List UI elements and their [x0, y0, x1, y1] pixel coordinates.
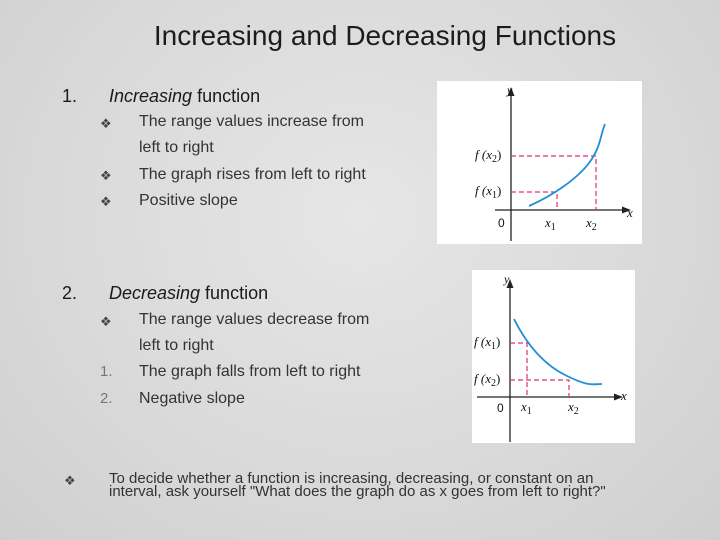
section-2-number: 2. — [62, 283, 78, 303]
x1-label: x1 — [520, 399, 532, 417]
bullet-text: The graph rises from left to right — [139, 166, 366, 183]
section-1-heading-italic: Increasing — [109, 86, 193, 106]
section-2-heading: Decreasing function — [109, 283, 268, 304]
section-1-heading-rest: function — [192, 86, 261, 106]
y-axis-label: y — [506, 83, 513, 97]
sub-number: 2. — [100, 390, 113, 407]
x2-label: x2 — [567, 399, 579, 417]
bullet-text: The range values decrease from — [139, 311, 370, 328]
x-axis-label: x — [620, 388, 627, 403]
bullet-text-continued: left to right — [139, 337, 214, 354]
x2-label: x2 — [585, 215, 597, 233]
y-axis-arrow-icon — [507, 87, 515, 96]
section-2-heading-italic: Decreasing — [109, 283, 201, 303]
footnote-line-2: interval, ask yourself "What does the gr… — [109, 483, 606, 500]
f-x2-label: f (x2) — [475, 147, 501, 165]
bullet-text: Negative slope — [139, 390, 245, 407]
f-x1-guide-line — [510, 342, 528, 397]
decreasing-function-graph: y x 0 x1 x2 f (x1) f (x2) — [472, 270, 635, 443]
origin-label: 0 — [498, 216, 505, 230]
y-axis-label: y — [503, 272, 510, 286]
footnote: To decide whether a function is increasi… — [109, 470, 606, 500]
slide-title: Increasing and Decreasing Functions — [153, 20, 617, 51]
f-x2-guide-line — [510, 379, 570, 397]
bullet-text-continued: left to right — [139, 139, 214, 156]
x1-label: x1 — [544, 215, 556, 233]
f-x2-guide-line — [511, 155, 597, 210]
section-1-number: 1. — [62, 86, 78, 106]
origin-label: 0 — [497, 401, 504, 415]
section-2-heading-rest: function — [200, 283, 269, 303]
f-x1-guide-line — [511, 191, 558, 210]
f-x1-label: f (x1) — [474, 334, 500, 352]
increasing-curve — [528, 123, 606, 207]
f-x2-label: f (x2) — [474, 371, 500, 389]
section-1-heading: Increasing function — [109, 86, 260, 107]
x-axis-arrow-icon — [622, 206, 631, 214]
y-axis-arrow-icon — [506, 279, 514, 288]
diamond-bullet-icon: ❖ — [100, 194, 112, 209]
bullet-text: The range values increase from — [139, 113, 364, 130]
diamond-bullet-icon: ❖ — [100, 168, 112, 183]
decreasing-curve — [513, 318, 603, 386]
sub-number: 1. — [100, 363, 113, 380]
increasing-function-graph: y x 0 x1 x2 f (x2) f (x1) — [437, 81, 642, 244]
diamond-bullet-icon: ❖ — [64, 473, 76, 488]
x-axis-label: x — [626, 205, 633, 220]
bullet-text: The graph falls from left to right — [139, 363, 361, 380]
f-x1-label: f (x1) — [475, 183, 501, 201]
diamond-bullet-icon: ❖ — [100, 314, 112, 329]
bullet-text: Positive slope — [139, 192, 238, 209]
diamond-bullet-icon: ❖ — [100, 116, 112, 131]
x-axis-arrow-icon — [614, 393, 623, 401]
footnote-line-1: To decide whether a function is increasi… — [109, 470, 594, 487]
